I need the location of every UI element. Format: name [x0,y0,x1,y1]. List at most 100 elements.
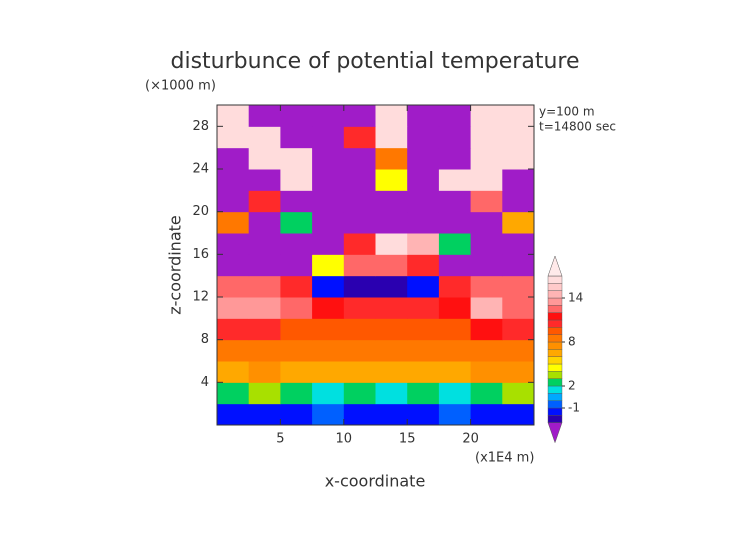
contour-cell [248,254,281,277]
colorbar-band [547,356,563,365]
contour-cell [375,318,408,341]
contour-cell [217,211,250,234]
contour-cell [502,318,535,341]
colorbar-band [547,283,563,291]
colorbar-band [547,349,563,357]
contour-cell [502,339,535,362]
contour-cell [217,254,250,277]
contour-cell [312,126,345,149]
contour-cell [217,169,250,191]
annotation: t=14800 sec [539,120,616,134]
colorbar-tick-label: 2 [568,379,576,393]
contour-cell [248,169,281,191]
contour-cell [280,339,313,362]
colorbar-band [547,305,563,313]
contour-cell [217,190,250,213]
contour-cell [470,190,503,213]
colorbar-band [547,275,563,284]
contour-cell [343,126,376,149]
contour-cell [280,382,313,405]
contour-cell [343,147,376,170]
contour-cell [470,254,503,277]
contour-cell [312,211,345,234]
contour-cell [312,275,345,298]
contour-cell [407,339,440,362]
contour-cell [312,169,345,191]
contour-cell [438,147,472,170]
colorbar-extend [547,422,563,444]
contour-cell [407,382,440,405]
contour-cell [375,147,408,170]
contour-cell [502,211,535,234]
contour-cell [470,403,503,426]
contour-cell [217,382,250,405]
contour-cell [280,233,313,255]
contour-cell [343,297,376,319]
x-tick-label: 5 [276,432,284,447]
contour-cell [502,169,535,191]
x-tick-label: 15 [399,432,416,447]
contour-cell [280,211,313,234]
contour-cell [217,147,250,170]
y-axis-label: z-coordinate [166,215,185,315]
x-tick-label: 20 [462,432,479,447]
contour-cell [407,126,440,149]
contour-cell [438,126,472,149]
contour-cell [248,147,281,170]
contour-cell [343,382,376,405]
contour-cell [343,105,376,127]
y-tick-label: 8 [201,332,209,347]
contour-cell [375,275,408,298]
contour-cell [343,275,376,298]
contour-cell [312,297,345,319]
colorbar-tick-label: -1 [568,401,580,415]
contour-cell [438,361,472,383]
contour-cell [470,361,503,383]
contour-cell [470,105,503,127]
contour-cell [312,318,345,341]
contour-cell [438,382,472,405]
contour-cell [375,403,408,426]
contour-cell [343,254,376,277]
contour-cell [407,233,440,255]
contour-cell [407,297,440,319]
contour-cell [217,318,250,341]
contour-cell [312,233,345,255]
y-tick-label: 4 [201,375,209,390]
contour-cell [312,254,345,277]
contour-cell [502,361,535,383]
contour-cell [407,318,440,341]
contour-cell [438,297,472,319]
contour-cell [470,126,503,149]
y-tick-label: 16 [192,247,209,262]
colorbar-band [547,297,563,306]
colorbar-tick-label: 14 [568,291,583,305]
contour-cell [470,382,503,405]
colorbar-band [547,290,563,299]
contour-cell [470,169,503,191]
contour-cell [280,169,313,191]
contour-cell [502,297,535,319]
contour-cell [280,297,313,319]
contour-cell [407,190,440,213]
contour-cell [438,233,472,255]
contour-cell [375,297,408,319]
contour-cell [470,297,503,319]
colorbar-tick-label: 8 [568,335,576,349]
contour-cell [280,254,313,277]
contour-cell [312,382,345,405]
colorbar-band [547,334,563,343]
y-tick-label: 20 [192,204,209,219]
contour-cell [280,318,313,341]
y-tick-label: 12 [192,290,209,305]
contour-cell [438,318,472,341]
contour-cell [502,382,535,405]
contour-cell [248,211,281,234]
contour-cell [248,297,281,319]
contour-cell [438,169,472,191]
contour-cell [438,339,472,362]
contour-cell [280,275,313,298]
colorbar-band [547,319,563,328]
contour-cell [280,126,313,149]
contour-cell [248,403,281,426]
